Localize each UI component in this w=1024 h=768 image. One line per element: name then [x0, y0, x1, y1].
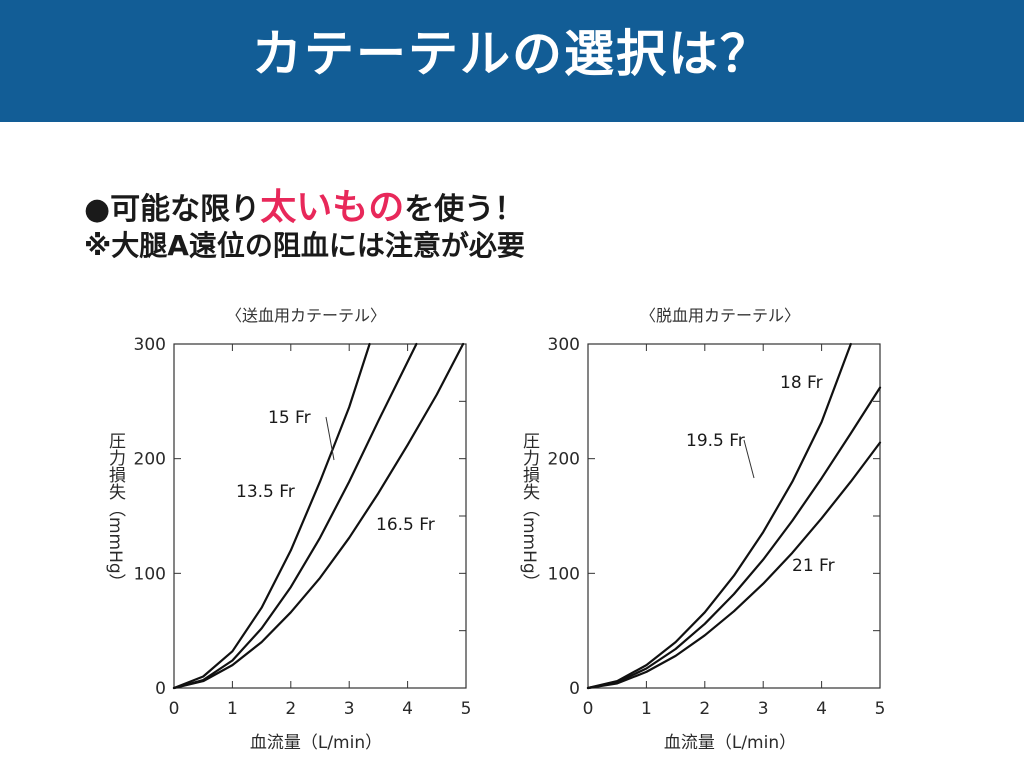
series-line [586, 342, 852, 690]
series-line [586, 441, 882, 690]
series-line [586, 386, 882, 690]
y-tick-label: 100 [548, 564, 580, 584]
x-tick-label: 5 [875, 699, 886, 719]
label-leader-line [743, 439, 755, 479]
x-tick-label: 4 [402, 699, 413, 719]
x-tick-label: 2 [699, 699, 710, 719]
x-tick-label: 1 [641, 699, 652, 719]
y-axis-label: 圧力損失（mmHg） [519, 432, 539, 591]
series-label: 21 Fr [792, 556, 835, 576]
x-tick-label: 3 [344, 699, 355, 719]
x-tick-label: 0 [169, 699, 180, 719]
bullet-emphasis: 太いもの [260, 187, 405, 228]
title-banner: カテーテルの選択は？ [0, 0, 1024, 122]
series-label: 15 Fr [268, 408, 311, 428]
series-line [172, 342, 371, 690]
series-label: 19.5 Fr [686, 431, 745, 451]
plot-frame [587, 343, 881, 689]
series-label: 13.5 Fr [236, 482, 295, 502]
x-tick-label: 3 [758, 699, 769, 719]
y-tick-label: 300 [548, 335, 580, 355]
y-axis-label: 圧力損失（mmHg） [105, 432, 125, 591]
chart-title: 〈送血用カテーテル〉 [225, 306, 386, 325]
series-label: 16.5 Fr [376, 515, 435, 535]
y-tick-label: 300 [134, 335, 166, 355]
x-axis-label: 血流量（L/min） [663, 733, 797, 753]
x-axis-label: 血流量（L/min） [249, 733, 383, 753]
x-tick-label: 4 [816, 699, 827, 719]
bullet-line-2: ※大腿A遠位の阻血には注意が必要 [84, 229, 525, 262]
series-line [172, 342, 465, 690]
chart-title: 〈脱血用カテーテル〉 [639, 306, 800, 325]
label-leader-line [325, 416, 335, 461]
y-tick-label: 0 [569, 679, 580, 699]
y-tick-label: 200 [134, 450, 166, 470]
series-label: 18 Fr [780, 373, 823, 393]
bullet-line-1: ●可能な限り太いものを使う！ [84, 178, 524, 230]
chart-plot: 0 1 2 3 4 5 0 100 200 300 13.5 Fr 15 Fr 16.5 Fr [134, 335, 472, 719]
y-tick-label: 100 [134, 564, 166, 584]
x-tick-label: 2 [285, 699, 296, 719]
x-tick-label: 0 [583, 699, 594, 719]
series-line [172, 342, 418, 690]
slide-title: カテーテルの選択は？ [252, 25, 772, 83]
y-tick-label: 200 [548, 450, 580, 470]
x-tick-label: 1 [227, 699, 238, 719]
bullet-line-1-suffix: を使う！ [404, 192, 525, 227]
y-tick-label: 0 [155, 679, 166, 699]
chart-plot: 0 1 2 3 4 5 0 100 200 300 18 Fr 19.5 Fr 21 Fr [548, 335, 886, 719]
bullet-line-1-prefix: ●可能な限り [84, 192, 261, 227]
x-tick-label: 5 [461, 699, 472, 719]
